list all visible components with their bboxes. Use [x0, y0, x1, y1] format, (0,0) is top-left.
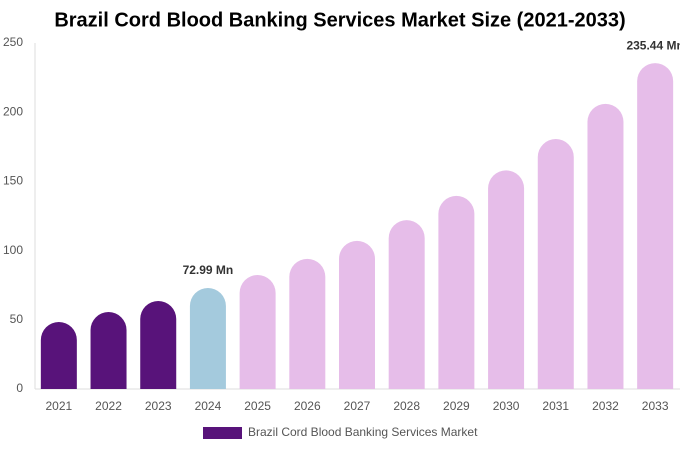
y-tick-label: 200: [3, 104, 23, 118]
y-tick-label: 0: [16, 381, 23, 395]
bar: [488, 170, 525, 389]
legend-swatch: [203, 427, 242, 439]
bar: [587, 103, 624, 390]
x-tick-label: 2032: [592, 399, 619, 413]
y-tick-label: 250: [3, 35, 23, 49]
value-label: 235.44 Mn: [626, 38, 680, 52]
x-tick-label: 2023: [145, 399, 172, 413]
x-tick-label: 2022: [95, 399, 122, 413]
y-tick-label: 100: [3, 243, 23, 257]
bar: [339, 240, 375, 389]
bar: [289, 258, 326, 389]
x-tick-label: 2033: [642, 399, 669, 413]
value-label: 72.99 Mn: [183, 263, 234, 277]
bar: [537, 139, 574, 389]
bar: [140, 300, 177, 389]
x-tick-label: 2026: [294, 399, 321, 413]
x-tick-label: 2021: [45, 399, 72, 413]
x-tick-label: 2025: [244, 399, 271, 413]
legend-label: Brazil Cord Blood Banking Services Marke…: [248, 425, 478, 439]
bar: [239, 274, 276, 389]
bar: [189, 287, 226, 389]
bar: [438, 195, 475, 389]
chart-title: Brazil Cord Blood Banking Services Marke…: [54, 9, 625, 31]
bar: [90, 312, 127, 389]
x-tick-label: 2027: [344, 399, 371, 413]
y-tick-label: 150: [3, 174, 23, 188]
bar: [388, 220, 425, 389]
bar: [637, 63, 674, 390]
x-tick-label: 2028: [393, 399, 420, 413]
y-tick-label: 50: [10, 312, 24, 326]
bar: [40, 322, 77, 389]
x-tick-label: 2029: [443, 399, 470, 413]
x-tick-label: 2031: [542, 399, 569, 413]
x-tick-label: 2030: [493, 399, 520, 413]
x-tick-label: 2024: [195, 399, 222, 413]
